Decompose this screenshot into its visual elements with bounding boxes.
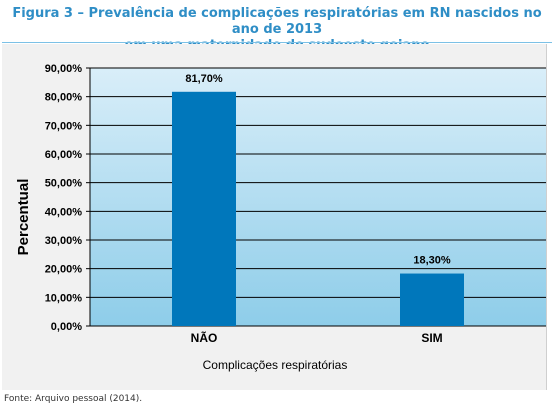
y-tick-label: 20,00% <box>45 264 83 276</box>
y-tick-label: 70,00% <box>45 120 83 132</box>
y-tick-label: 30,00% <box>45 235 83 247</box>
source-note: Fonte: Arquivo pessoal (2014). <box>4 394 143 404</box>
y-tick-label: 50,00% <box>45 178 83 190</box>
y-tick-label: 90,00% <box>45 63 83 75</box>
x-axis-ticks: NÃO SIM <box>191 330 443 345</box>
bar <box>172 91 236 326</box>
chart-panel: 0,00% 10,00% 20,00% 30,00% 40,00% 50,00% 60,00… <box>2 44 547 390</box>
x-axis-title: Complicações respiratórias <box>203 358 348 372</box>
data-label: 81,70% <box>185 73 223 85</box>
y-tick-label: 80,00% <box>45 92 83 104</box>
x-tick-label: SIM <box>421 331 442 345</box>
gridlines <box>90 67 546 327</box>
bars: 81,70% 18,30% <box>172 73 464 326</box>
bar <box>400 273 464 326</box>
data-label: 18,30% <box>413 255 451 267</box>
figure-title-line-1: Figura 3 – Prevalência de complicações r… <box>12 6 542 37</box>
x-tick-label: NÃO <box>191 330 218 345</box>
y-tick-label: 10,00% <box>45 292 83 304</box>
plot-area <box>90 68 546 326</box>
y-tick-label: 60,00% <box>45 149 83 161</box>
bar-chart: 0,00% 10,00% 20,00% 30,00% 40,00% 50,00% 60,00… <box>15 63 546 372</box>
y-tick-label: 0,00% <box>51 321 82 333</box>
y-axis-ticks: 0,00% 10,00% 20,00% 30,00% 40,00% 50,00% 60,00… <box>45 63 91 333</box>
y-axis-title: Percentual <box>15 179 32 256</box>
title-divider <box>2 42 552 43</box>
y-tick-label: 40,00% <box>45 206 83 218</box>
